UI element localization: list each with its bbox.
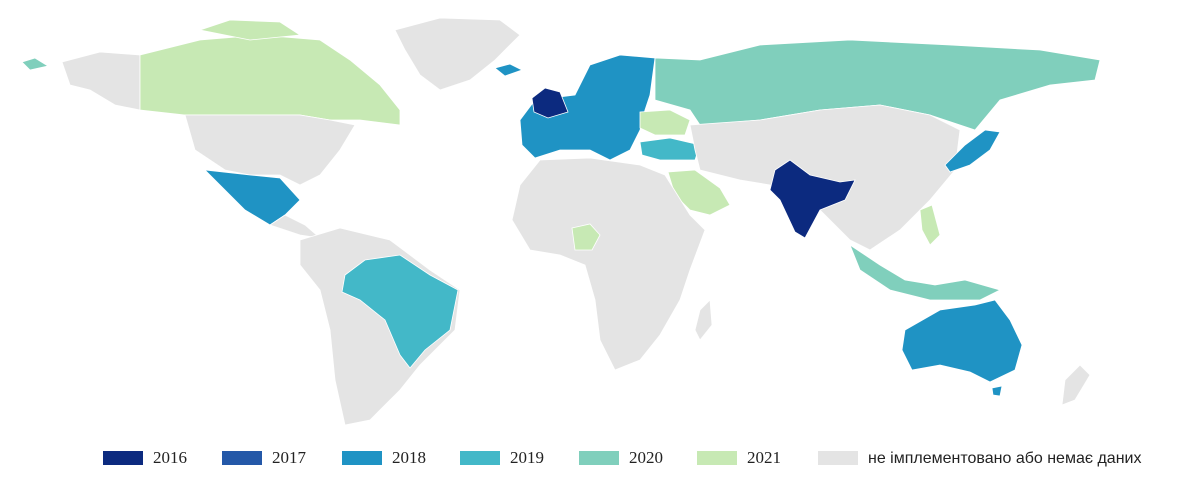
- legend-label: 2017: [272, 448, 307, 467]
- world-map: [21, 17, 1101, 426]
- legend: 2016 2017 2018 2019 2020 2021 не імплементован…: [103, 448, 1141, 467]
- legend-label: 2019: [510, 448, 544, 467]
- legend-swatch: [818, 451, 858, 465]
- iceland: [494, 63, 524, 77]
- ukraine: [639, 109, 691, 136]
- africa: [511, 157, 706, 371]
- asia: [689, 104, 961, 251]
- new-zealand: [1061, 364, 1091, 406]
- alaska: [61, 51, 141, 111]
- nigeria: [571, 223, 601, 251]
- greenland-coast: [21, 57, 50, 71]
- usa: [184, 114, 356, 186]
- japan: [944, 129, 1001, 173]
- legend-label: 2016: [153, 448, 187, 467]
- brazil: [341, 254, 459, 369]
- se-asia: [849, 243, 1002, 301]
- legend-swatch: [342, 451, 382, 465]
- tasmania: [991, 385, 1003, 397]
- legend-swatch: [697, 451, 737, 465]
- india: [769, 159, 856, 239]
- greenland: [394, 17, 521, 91]
- canada: [139, 34, 401, 126]
- australia: [901, 299, 1023, 383]
- legend-label: 2021: [747, 448, 781, 467]
- central-america: [269, 214, 322, 239]
- philippines: [919, 204, 941, 246]
- legend-swatch: [460, 451, 500, 465]
- legend-swatch: [579, 451, 619, 465]
- legend-swatch: [222, 451, 262, 465]
- legend-label: не імплементовано або немає даних: [868, 450, 1141, 467]
- turkey: [639, 137, 701, 161]
- uk: [531, 87, 569, 119]
- legend-swatch: [103, 451, 143, 465]
- legend-label: 2018: [392, 448, 426, 467]
- canada-islands: [198, 19, 302, 41]
- madagascar: [694, 299, 713, 341]
- legend-label: 2020: [629, 448, 663, 467]
